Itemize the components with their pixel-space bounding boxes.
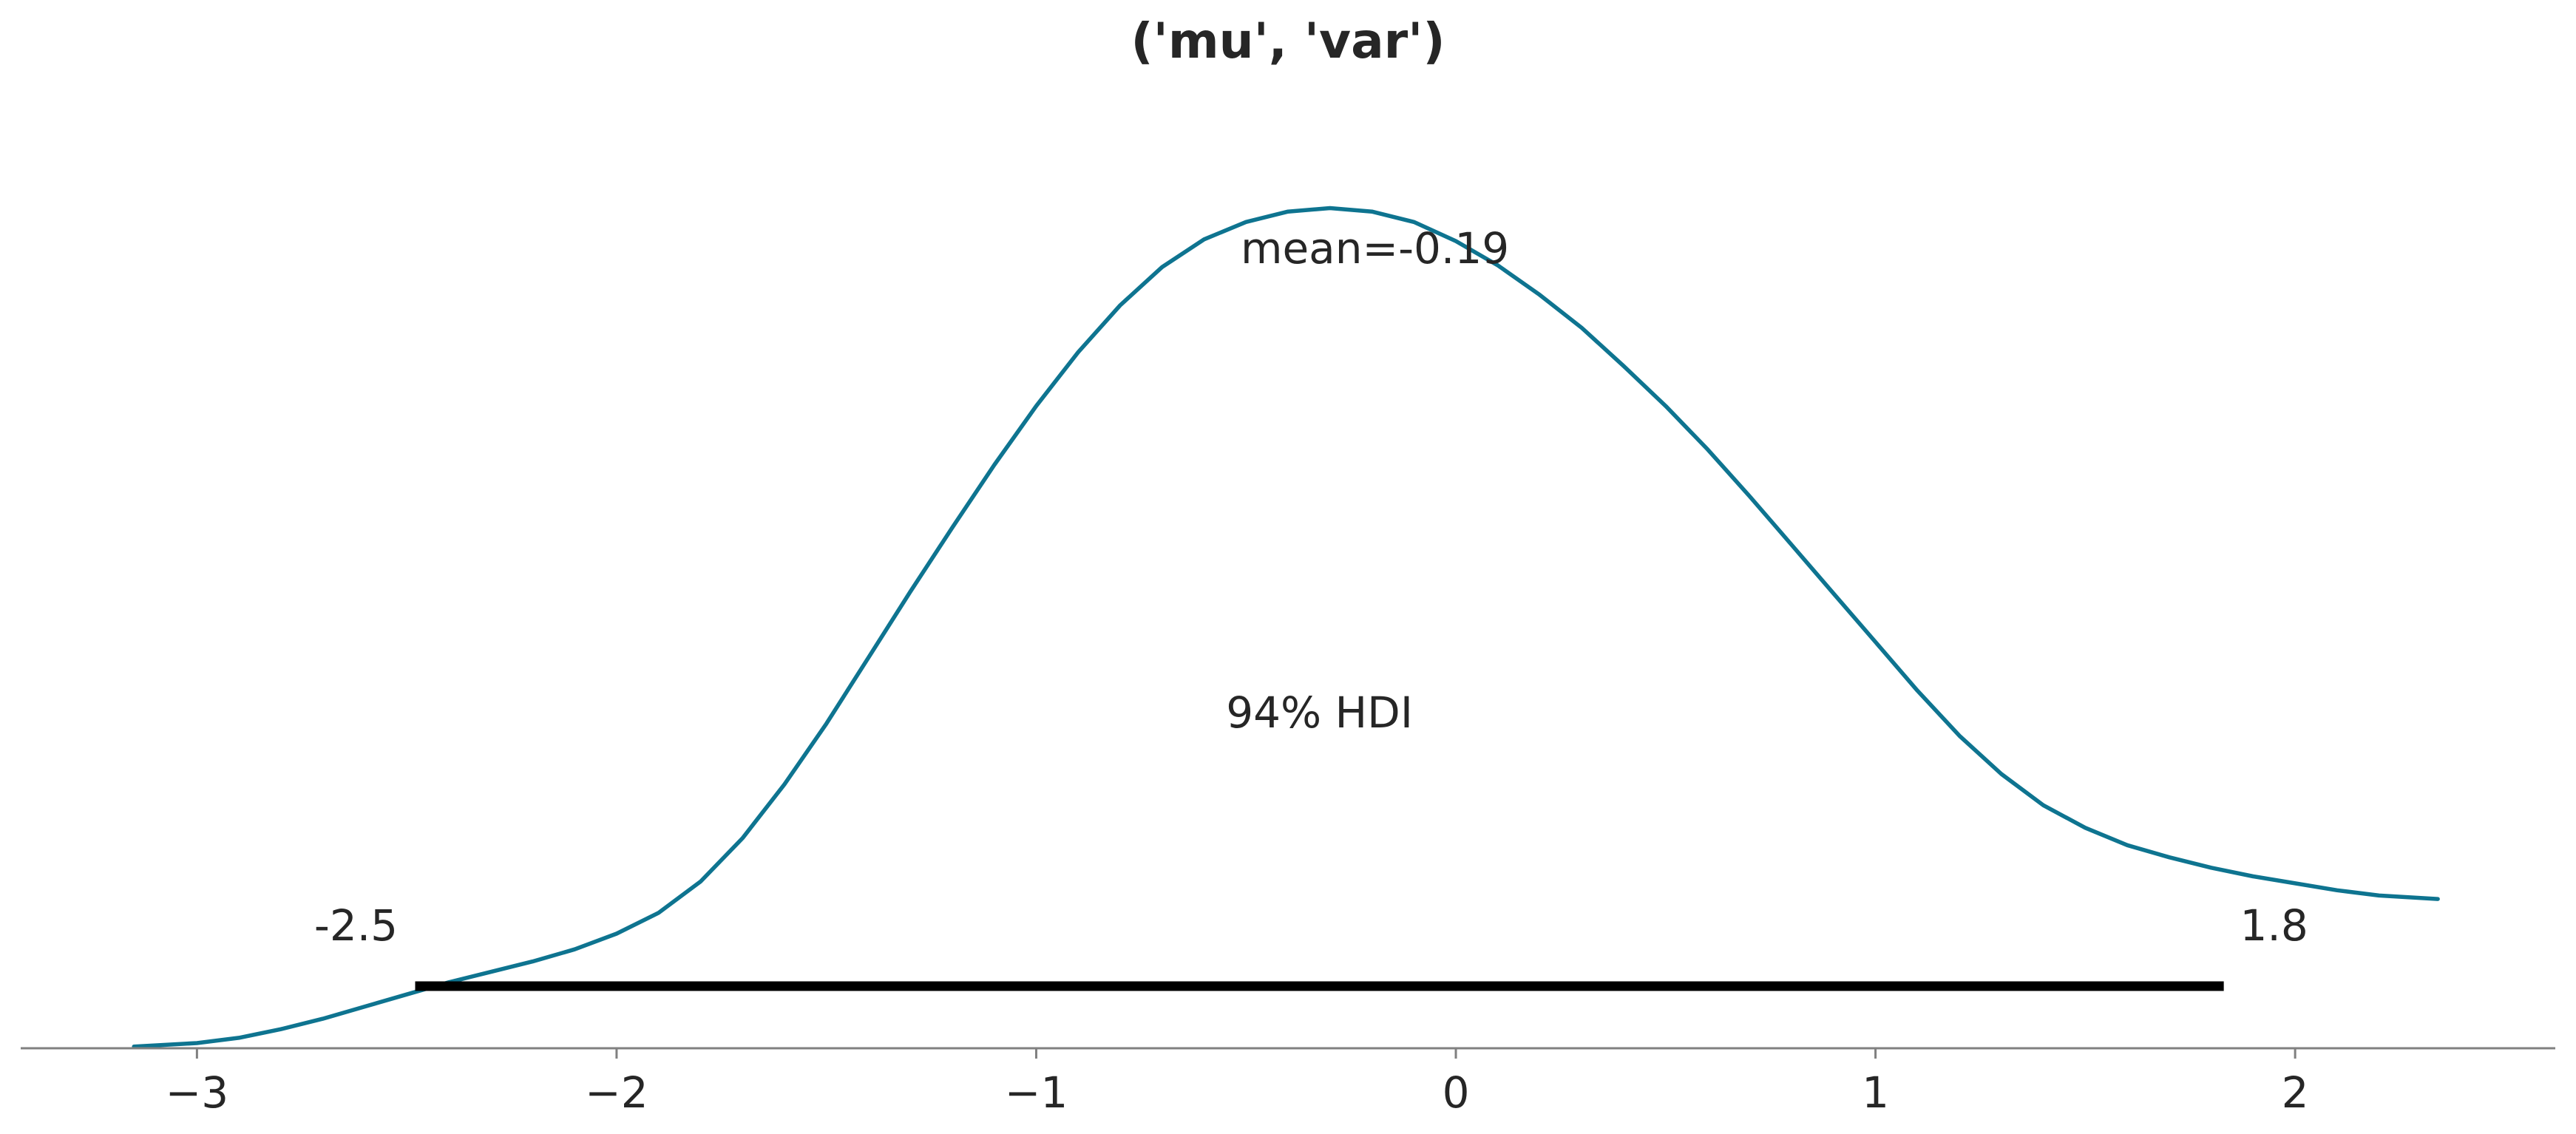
hdi-label: 94% HDI <box>1226 687 1413 738</box>
hdi-low-label: -2.5 <box>314 900 398 951</box>
x-tick-label: 0 <box>1443 1067 1470 1118</box>
mean-label: mean=-0.19 <box>1241 223 1509 274</box>
x-axis: −3 −2 −1 0 1 2 <box>21 1047 2555 1118</box>
x-tick-label: 2 <box>2282 1067 2309 1118</box>
x-tick-label: −1 <box>1005 1067 1068 1118</box>
x-tick-label: −3 <box>166 1067 229 1118</box>
x-ticks: −3 −2 −1 0 1 2 <box>166 1048 2309 1118</box>
x-tick-label: −2 <box>585 1067 648 1118</box>
density-curve <box>132 206 2440 1049</box>
plot-area: -2.5 1.8 94% HDI mean=-0.19 <box>132 206 2440 1049</box>
x-tick-label: 1 <box>1862 1067 1889 1118</box>
chart-title: ('mu', 'var') <box>1131 13 1445 69</box>
hdi-high-label: 1.8 <box>2240 900 2308 951</box>
